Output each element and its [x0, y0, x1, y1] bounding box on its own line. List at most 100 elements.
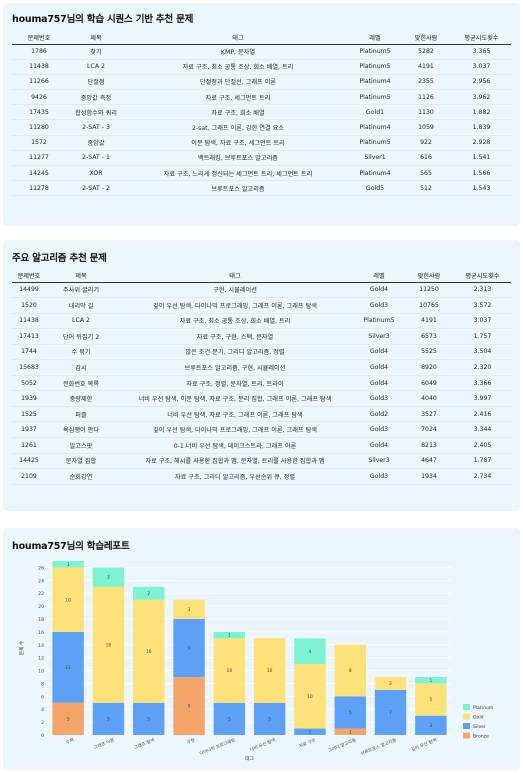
y-tick-label: 2	[41, 720, 44, 726]
table-cell: 1.839	[452, 119, 511, 136]
table-cell: 11278	[12, 180, 66, 197]
table-cell: 알고스팟	[46, 437, 116, 454]
table-cell: 감시	[46, 359, 116, 376]
bar-value-label: 4	[309, 649, 312, 655]
table-cell: 9426	[12, 89, 66, 106]
table-cell: 자료 구조, 정렬, 문자열, 트리, 트라이	[116, 375, 354, 392]
table-cell: Gold3	[354, 297, 404, 314]
table-cell: 2.956	[452, 74, 511, 91]
y-tick-label: 10	[38, 669, 44, 675]
bar-segment	[173, 619, 205, 677]
table-cell: 1.566	[452, 165, 511, 182]
bar-value-label: 2	[389, 681, 392, 687]
x-tick-label: 브루트포스 알고리즘	[360, 736, 398, 757]
table-cell: 14499	[12, 282, 46, 299]
table-cell: 4191	[404, 313, 454, 330]
bar-segment	[294, 638, 326, 665]
table-row: 1261 알고스팟 0-1 너비 우선 탐색, 데이크스트라, 그래프 이론 Gold…	[12, 437, 511, 454]
bar-value-label: 10	[267, 668, 273, 674]
x-tick-label: 구현	[186, 736, 196, 746]
legend-swatch	[463, 713, 470, 720]
bar-segment	[52, 561, 84, 568]
y-tick-label: 14	[38, 643, 44, 649]
bar-value-label: 7	[389, 710, 392, 716]
y-tick-label: 20	[38, 604, 44, 610]
table-row: 11280 2-SAT - 3 2-sat, 그래프 이론, 강한 연결 요소 Pla…	[12, 119, 511, 136]
table-cell: Platinum5	[354, 313, 404, 330]
table-row: 11277 2-SAT - 1 백트래킹, 브루트포스 알고리즘 Silver1 616…	[12, 150, 511, 167]
sequence-recommend-card: houma757님의 학습 시퀀스 기반 추천 문제 문제번호 제목 태그 레벨 맞힌사…	[3, 3, 520, 226]
table-cell: 문자열 집합	[46, 453, 116, 470]
table-cell: 너비 우선 탐색, 이분 탐색, 자료 구조, 분리 집합, 그래프 이론, 그…	[116, 390, 354, 407]
table-cell: 중앙값 측정	[66, 89, 126, 106]
table-cell: 브루트포스 알고리즘, 구현, 시뮬레이션	[116, 359, 354, 376]
table-cell: 2-SAT - 1	[66, 150, 126, 167]
table-row: 11278 2-SAT - 2 브루트포스 알고리즘 Gold5 512 1.543	[12, 180, 511, 197]
table-row: 2109 순회강연 자료 구조, 그리디 알고리즘, 우선순위 큐, 정렬 Gold3…	[12, 468, 511, 485]
table-cell: 1.882	[452, 104, 511, 121]
bar-value-label: 5	[429, 697, 432, 703]
table-row: 14499 주사위 굴리기 구현, 시뮬레이션 Gold4 11250 2.313	[12, 282, 511, 299]
sequence-recommend-title: houma757님의 학습 시퀀스 기반 추천 문제	[12, 14, 194, 25]
bar-segment	[133, 586, 165, 600]
table-cell: 11280	[12, 119, 66, 136]
x-tick-label: 그래프 이론	[93, 736, 116, 751]
table-cell: 5282	[400, 44, 452, 60]
bar-value-label: 1	[67, 562, 70, 568]
column-header: 제목	[46, 269, 116, 283]
table-cell: 3.344	[454, 421, 511, 438]
table-cell: 3.504	[454, 344, 511, 361]
bar-segment	[52, 702, 84, 735]
table-cell: 11438	[12, 59, 66, 75]
table-cell: 4647	[404, 453, 454, 470]
table-row: 5052 전화번호 목록 자료 구조, 정렬, 문자열, 트리, 트라이 Gold4 6…	[12, 375, 511, 392]
table-cell: 1126	[400, 89, 452, 106]
table-row: 14245 XOR 자료 구조, 느리게 갱신되는 세그먼트 트리, 세그먼트 트리…	[12, 165, 511, 182]
table-row: 1744 수 묶기 많은 조건 분기, 그리디 알고리즘, 정렬 Gold4 5525 3…	[12, 344, 511, 361]
bar-value-label: 1	[429, 678, 432, 684]
table-cell: 단절점과 단절선, 그래프 이론	[126, 74, 350, 91]
bar-segment	[52, 567, 84, 632]
table-cell: 2.734	[454, 468, 511, 485]
table-cell: 2.928	[452, 135, 511, 151]
table-cell: KMP, 문자열	[126, 44, 350, 60]
bar-value-label: 9	[188, 704, 191, 710]
table-cell: Platinum5	[350, 44, 400, 60]
table-row: 15683 감시 브루트포스 알고리즘, 구현, 시뮬레이션 Gold4 8920 2.3…	[12, 359, 511, 376]
table-cell: 합성함수와 쿼리	[66, 104, 126, 121]
table-row: 1937 욕심쟁이 판다 깊이 우선 탐색, 다이나믹 프로그래밍, 그래프 이론,…	[12, 421, 511, 438]
table-cell: 616	[400, 150, 452, 167]
table-cell: 11438	[12, 313, 46, 330]
table-cell: 자료 구조, 느리게 갱신되는 세그먼트 트리, 세그먼트 트리	[126, 165, 350, 182]
bar-segment	[133, 702, 165, 735]
table-cell: 8213	[404, 437, 454, 454]
table-cell: Silver1	[350, 150, 400, 167]
bar-segment	[253, 702, 286, 735]
x-tick-label: 자료 구조	[298, 736, 317, 749]
bar-value-label: 1	[349, 729, 352, 735]
column-header: 레벨	[354, 269, 404, 283]
table-cell: 1939	[12, 390, 46, 407]
bar-value-label: 5	[268, 716, 271, 722]
legend-swatch	[463, 723, 470, 729]
table-cell: 3.037	[454, 313, 511, 330]
column-header: 평균시도횟수	[452, 31, 511, 45]
table-cell: LCA 2	[46, 313, 116, 330]
column-header: 태그	[126, 31, 350, 45]
x-tick-label: 그리디 알고리즘	[327, 736, 357, 754]
table-row: 14425 문자열 집합 자료 구조, 해시를 사용한 집합과 맵, 문자열, 트리…	[12, 453, 511, 470]
table-cell: 중앙값	[66, 135, 126, 151]
table-cell: 1.541	[452, 150, 511, 167]
column-header: 태그	[116, 269, 354, 283]
table-cell: Platinum4	[350, 165, 400, 182]
table-cell: Platinum4	[350, 119, 400, 136]
y-tick-label: 26	[38, 565, 44, 571]
table-cell: 순회강연	[46, 468, 116, 485]
table-cell: 3527	[404, 406, 454, 423]
table-row: 1786 찾기 KMP, 문자열 Platinum5 5282 3.365	[12, 44, 511, 60]
bar-value-label: 3	[429, 723, 432, 729]
legend-label: Platinum	[473, 705, 494, 711]
table-cell: 3.572	[454, 297, 511, 314]
table-cell: 3.037	[452, 59, 511, 75]
table-cell: 1937	[12, 421, 46, 438]
